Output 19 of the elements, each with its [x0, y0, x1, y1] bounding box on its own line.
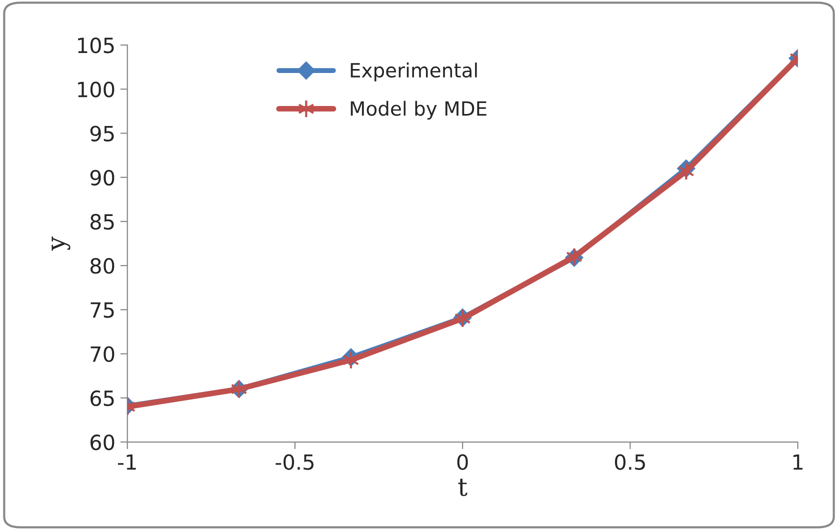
- y-tick-label: 60: [90, 434, 114, 450]
- legend-label: Experimental: [350, 62, 477, 82]
- legend-label: Model by MDE: [350, 100, 486, 120]
- y-tick-label: 85: [90, 214, 114, 230]
- y-tick-label: 80: [90, 258, 114, 274]
- x-tick-label: -1: [118, 454, 136, 470]
- y-tick-label: 95: [90, 126, 114, 142]
- y-tick-label: 70: [90, 346, 114, 362]
- x-tick-label: 1: [793, 454, 802, 470]
- x-axis-title: t: [458, 478, 468, 496]
- y-tick-label: 75: [90, 302, 114, 318]
- x-tick-label: -0.5: [276, 454, 314, 470]
- y-tick-label: 100: [78, 82, 114, 98]
- x-tick-label: 0: [457, 454, 468, 470]
- y-tick-label: 105: [78, 38, 114, 54]
- y-axis-title: y: [52, 236, 70, 251]
- y-tick-label: 90: [90, 170, 114, 186]
- x-tick-label: 0.5: [614, 454, 645, 470]
- y-tick-label: 65: [90, 390, 114, 406]
